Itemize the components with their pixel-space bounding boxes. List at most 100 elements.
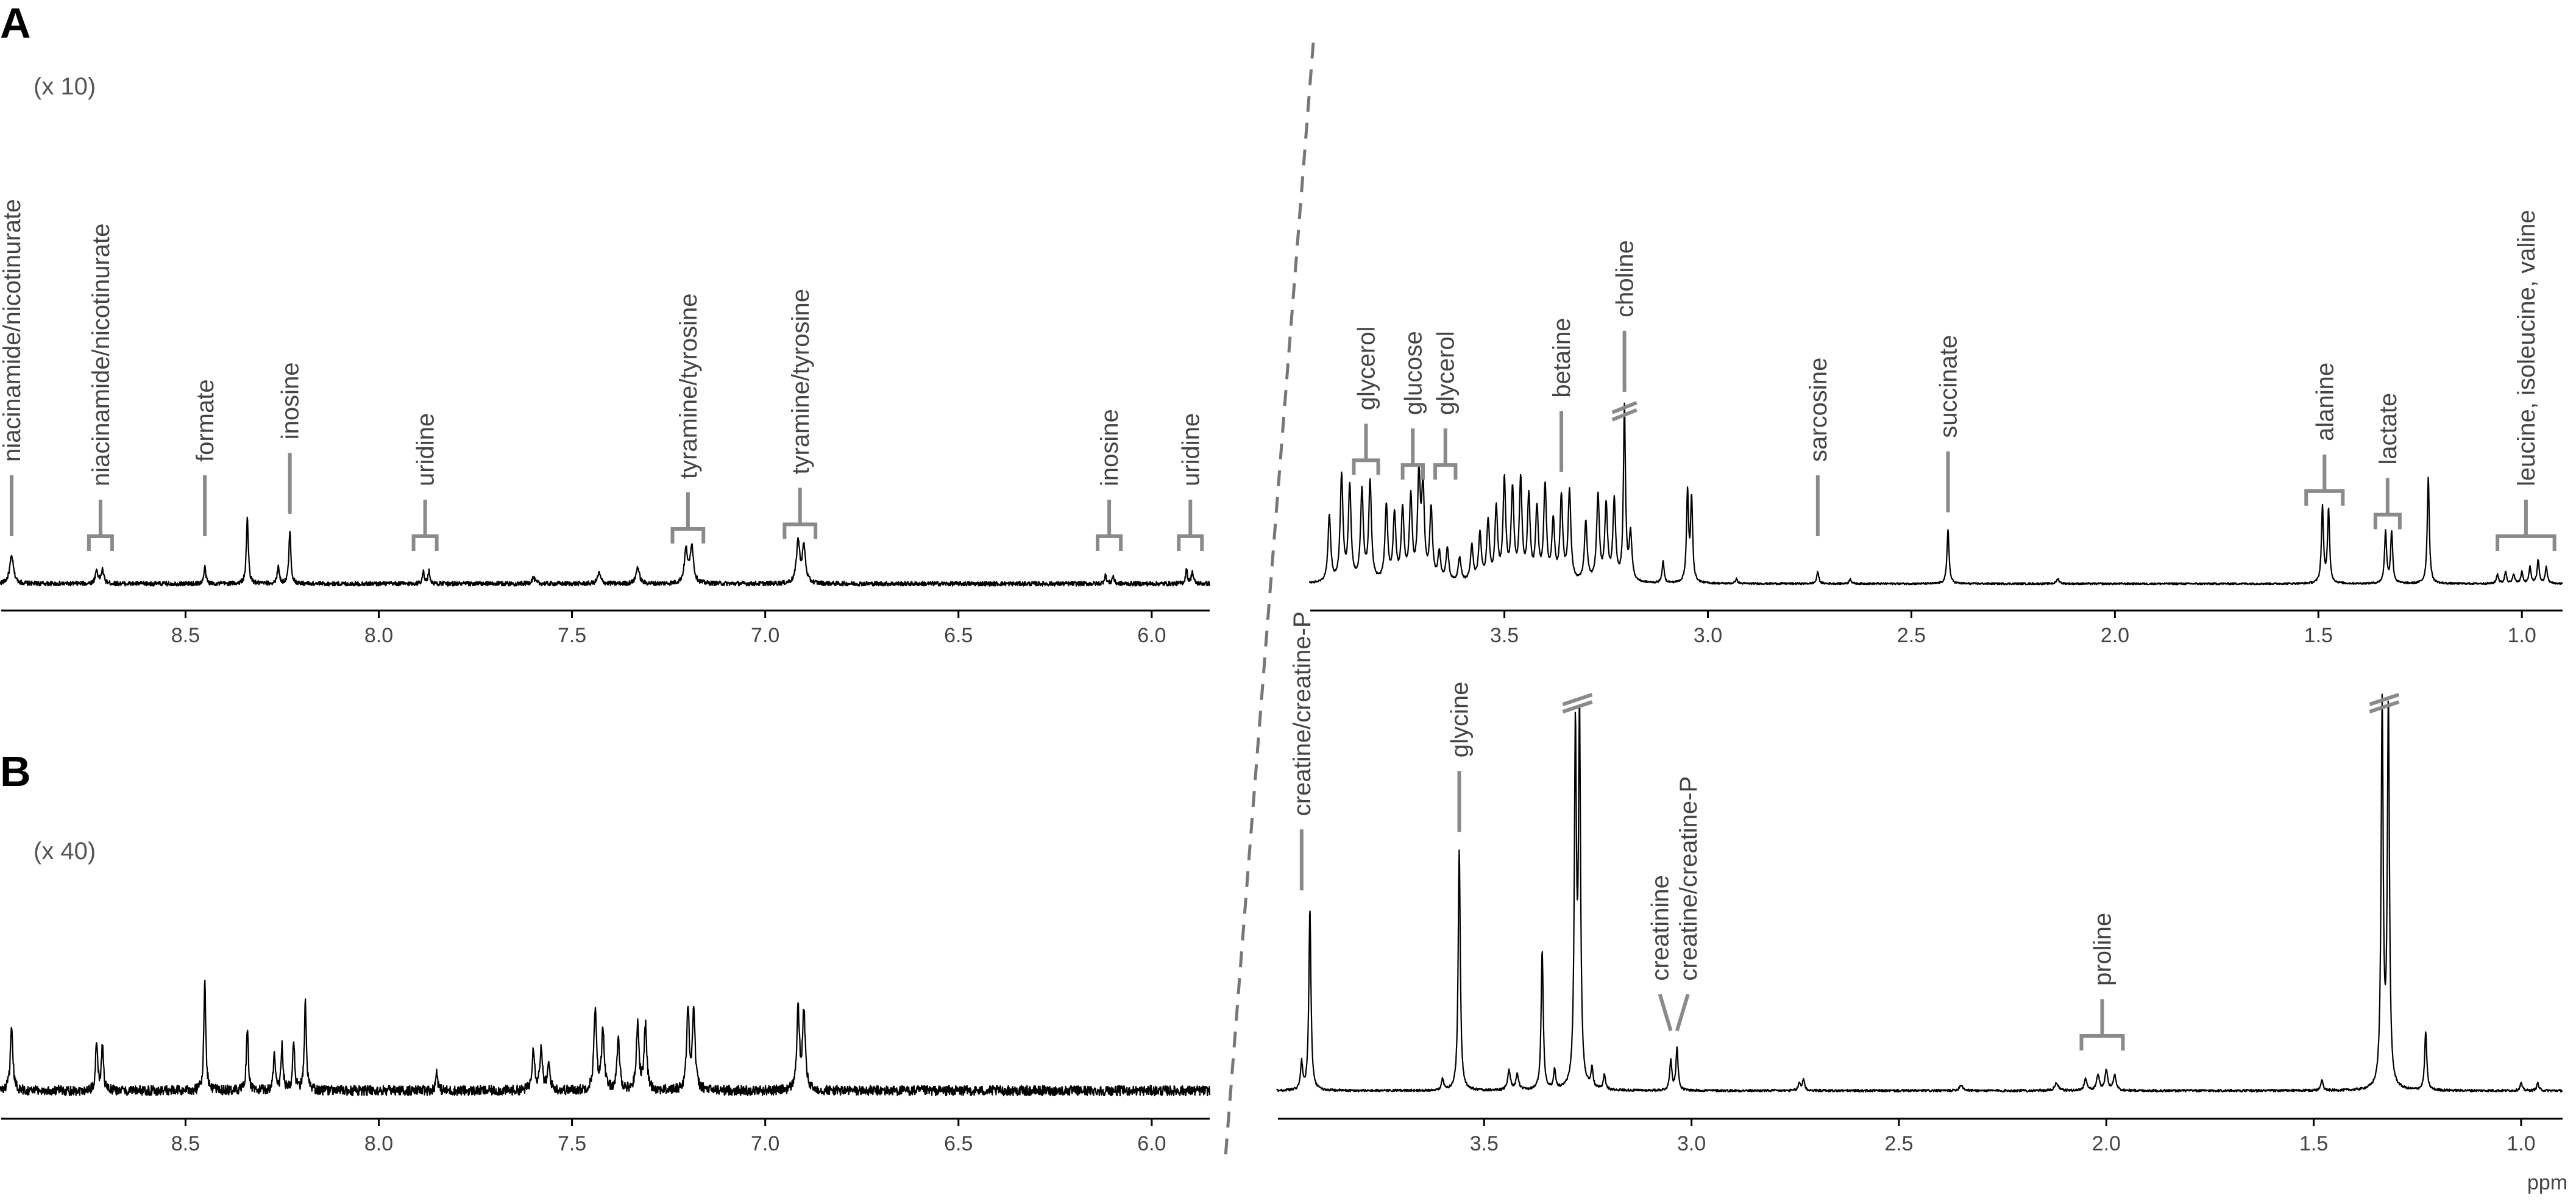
peak-annotation: inosine	[1096, 409, 1123, 551]
x-tick-label: 6.0	[1137, 1132, 1166, 1155]
peak-annotation: uridine	[411, 413, 439, 551]
x-tick-label: 1.5	[2304, 624, 2333, 647]
x-tick-label: 1.0	[2507, 1132, 2535, 1155]
x-tick-label: 1.0	[2508, 624, 2536, 647]
annotation-label: uridine	[1177, 413, 1204, 486]
x-tick-label: 7.5	[558, 1132, 586, 1155]
spectrum-trace	[0, 516, 1211, 587]
scale-label-b: (x 40)	[34, 838, 96, 865]
region-divider	[1223, 42, 1315, 1164]
annotation-bracket	[87, 534, 114, 551]
axis-break-mark	[1611, 401, 1637, 414]
annotation-bracket	[2496, 534, 2556, 551]
annotation-bracket	[1352, 458, 1380, 475]
peak-annotation: creatine/creatine-P	[1675, 776, 1702, 1032]
annotation-leader	[1675, 993, 1690, 1032]
x-tick-label: 2.5	[1884, 1132, 1913, 1155]
annotation-bracket	[670, 527, 706, 544]
annotation-label: creatinine	[1647, 875, 1674, 980]
annotation-bracket	[1096, 534, 1123, 551]
annotation-label: alanine	[2312, 363, 2338, 441]
peak-annotation: formate	[192, 379, 219, 536]
annotation-label: niacinamide/nicotinurate	[88, 224, 115, 486]
annotation-label: uridine	[413, 413, 439, 486]
spectrum-b-aromatic: 8.5 8.0 7.5 7.0 6.5 6.0	[0, 979, 1211, 1155]
x-tick-label: 8.0	[364, 624, 393, 647]
axis-break-mark	[1611, 408, 1637, 422]
x-tick-label: 6.5	[944, 624, 973, 647]
annotation-bracket	[2304, 489, 2345, 506]
peak-annotation: alanine	[2304, 363, 2345, 506]
panel-label-a: A	[0, 0, 31, 47]
x-tick-label: 8.0	[364, 1132, 393, 1155]
x-tick-label: 3.0	[1694, 624, 1722, 647]
axis-break-mark	[2369, 700, 2400, 714]
annotation-leader	[1658, 993, 1673, 1032]
peak-annotation: creatinine	[1647, 875, 1674, 1032]
annotation-label: sarcosine	[1805, 358, 1832, 462]
annotation-bracket	[2079, 1034, 2125, 1050]
spectrum-trace	[0, 979, 1211, 1097]
panel-label-b: B	[0, 748, 31, 795]
annotation-bracket	[411, 534, 439, 551]
annotation-label: inosine	[1096, 409, 1123, 486]
axis-break-mark	[1562, 700, 1593, 714]
x-tick-label: 2.0	[2092, 1132, 2121, 1155]
annotation-bracket	[1433, 463, 1458, 480]
annotation-label: niacinamide/nicotinurate	[0, 199, 26, 462]
x-tick-label: 8.5	[171, 1132, 200, 1155]
x-tick-label: 3.5	[1470, 1132, 1499, 1155]
annotation-label: tyramine/tyrosine	[675, 293, 702, 479]
peak-annotation: glycerol	[1352, 327, 1380, 475]
peak-annotation: sarcosine	[1805, 358, 1832, 536]
x-tick-label: 6.5	[944, 1132, 973, 1155]
x-tick-label: 3.0	[1677, 1132, 1706, 1155]
annotation-label: leucine, isoleucine, valine	[2513, 210, 2540, 486]
peak-annotation: tyramine/tyrosine	[670, 293, 706, 544]
x-tick-label: 7.5	[558, 624, 586, 647]
axis-break-mark	[2369, 693, 2400, 706]
ppm-axis-unit-label: ppm	[2527, 1171, 2567, 1194]
peak-annotation: succinate	[1936, 335, 1962, 512]
peak-annotation: creatine/creatine-P	[1289, 611, 1316, 891]
peak-annotation: glucose	[1400, 331, 1427, 480]
peak-annotation: betaine	[1549, 318, 1575, 472]
x-tick-label: 2.5	[1897, 624, 1926, 647]
annotation-bracket	[782, 522, 818, 539]
annotation-bracket	[2373, 512, 2402, 530]
x-tick-label: 7.0	[751, 624, 779, 647]
peak-annotation: glycerol	[1433, 331, 1460, 480]
x-tick-label: 3.5	[1490, 624, 1519, 647]
spectrum-trace	[1308, 402, 2563, 586]
annotation-label: glycerol	[1354, 327, 1380, 411]
peak-annotation: tyramine/tyrosine	[782, 289, 818, 539]
x-tick-label: 8.5	[171, 624, 200, 647]
x-tick-label: 7.0	[751, 1132, 779, 1155]
annotation-bracket	[1177, 534, 1204, 551]
annotation-label: tyramine/tyrosine	[787, 289, 814, 475]
peak-annotation: lactate	[2373, 393, 2402, 530]
peak-annotation: inosine	[277, 362, 304, 514]
axis-break-mark	[1562, 693, 1593, 706]
spectrum-b-aliphatic: 3.5 3.0 2.5 2.0 1.5 1.0 creatine/creatine-P gly…	[1276, 611, 2563, 1155]
scale-label-a: (x 10)	[34, 73, 96, 100]
peak-annotation: uridine	[1177, 413, 1204, 551]
spectrum-trace	[1276, 693, 2563, 1093]
annotation-label: choline	[1612, 240, 1639, 317]
annotation-label: succinate	[1936, 335, 1962, 438]
annotation-label: glucose	[1400, 331, 1427, 415]
annotation-label: lactate	[2375, 393, 2402, 465]
annotation-label: glycerol	[1433, 331, 1460, 415]
annotation-label: proline	[2089, 913, 2116, 986]
annotation-label: creatine/creatine-P	[1289, 611, 1316, 816]
peak-annotation: glycine	[1446, 682, 1473, 832]
annotation-label: betaine	[1549, 318, 1575, 398]
peak-annotation: niacinamide/nicotinurate	[87, 224, 115, 551]
peak-annotation: leucine, isoleucine, valine	[2496, 210, 2556, 551]
annotation-label: creatine/creatine-P	[1675, 776, 1702, 981]
annotation-label: glycine	[1446, 682, 1473, 758]
spectrum-a-aromatic: 8.5 8.0 7.5 7.0 6.5 6.0 niacinamide/nicotinura…	[0, 199, 1211, 647]
peak-annotation: choline	[1611, 240, 1639, 422]
